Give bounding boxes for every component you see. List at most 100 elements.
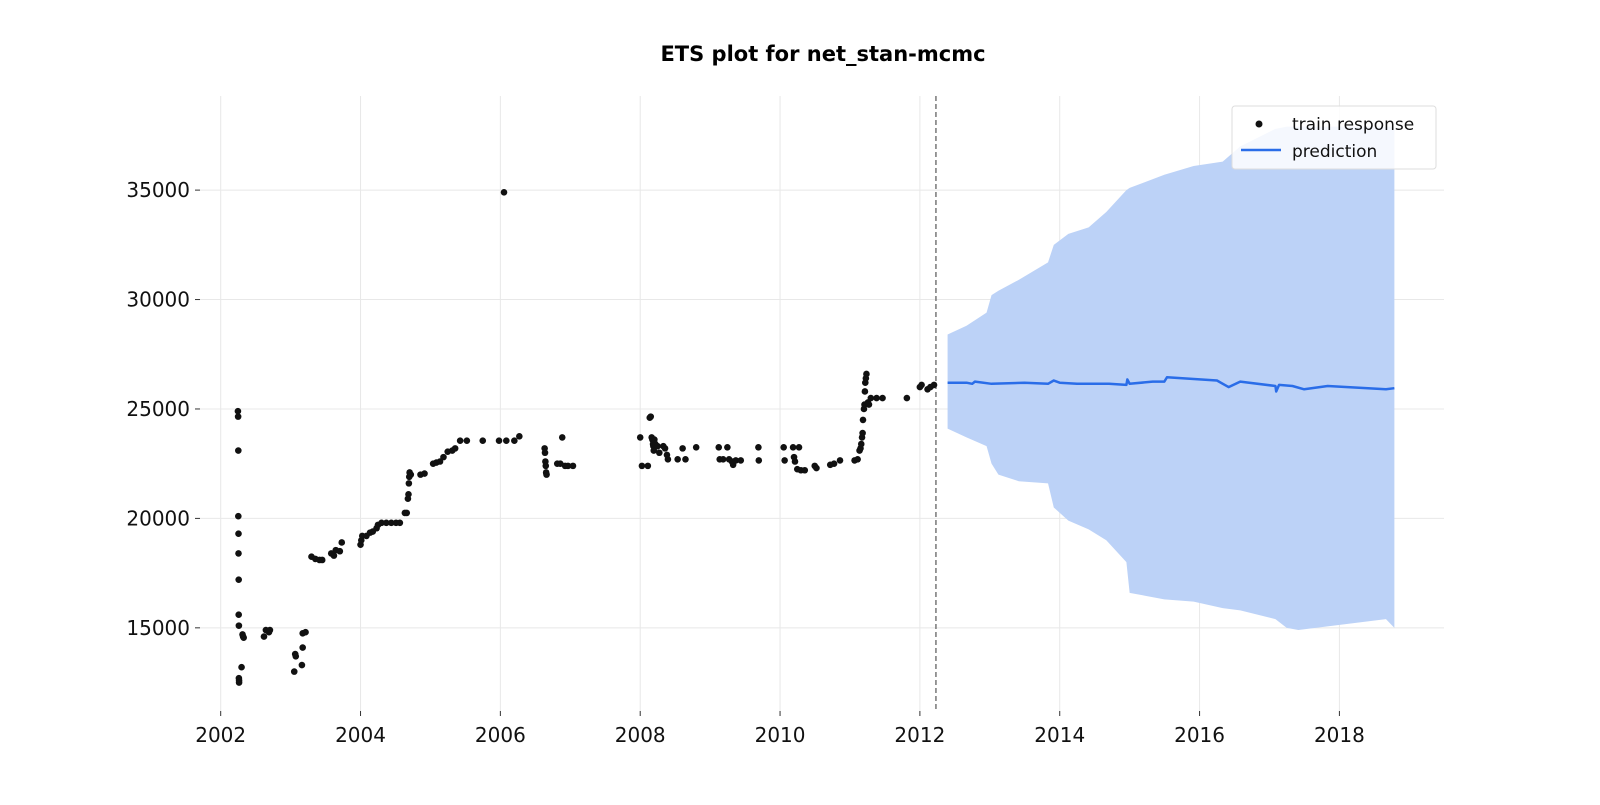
train-response-point — [903, 394, 911, 402]
y-tick-label: 30000 — [126, 288, 190, 312]
train-response-point — [879, 394, 886, 402]
train-response-point — [836, 457, 844, 464]
train-response-point — [732, 457, 740, 464]
train-response-point — [299, 644, 306, 651]
train-response-point — [542, 462, 550, 470]
train-response-point — [724, 443, 731, 451]
train-response-point — [656, 449, 663, 457]
prediction-line-group — [947, 375, 1395, 393]
train-response-point — [661, 445, 669, 452]
prediction-line — [947, 375, 1395, 393]
train-response-point — [755, 443, 762, 451]
x-tick-label: 2010 — [755, 723, 806, 747]
legend-train-marker — [1255, 120, 1263, 128]
train-response-point — [260, 633, 268, 640]
train-response-point — [780, 443, 787, 451]
train-response-point — [682, 456, 689, 463]
train-response-point — [387, 519, 395, 527]
train-response-point — [421, 470, 428, 477]
train-response-point — [647, 413, 655, 420]
train-response-point — [737, 457, 745, 464]
train-response-point — [867, 394, 875, 402]
train-response-point — [638, 462, 646, 470]
train-response-point — [396, 519, 404, 527]
train-response-point — [789, 443, 797, 451]
train-response-point — [755, 457, 763, 464]
x-tick-label: 2014 — [1034, 723, 1085, 747]
train-response-point — [781, 457, 788, 464]
train-response-point — [234, 413, 242, 420]
train-response-point — [830, 460, 838, 467]
train-response-point — [290, 668, 298, 675]
train-response-point — [569, 462, 577, 470]
y-tick-label: 20000 — [126, 506, 190, 530]
train-response-point — [463, 437, 471, 445]
train-response-point — [302, 628, 309, 636]
train-response-point — [240, 634, 247, 641]
train-response-point — [500, 188, 508, 196]
train-response-point — [456, 437, 464, 445]
train-response-point — [238, 663, 245, 671]
train-response-point — [235, 679, 243, 686]
train-response-point — [861, 388, 869, 395]
train-response-point — [235, 512, 242, 520]
x-tick-label: 2012 — [894, 723, 945, 747]
chart-title: ETS plot for net_stan-mcmc — [660, 42, 985, 66]
train-response-point — [873, 394, 880, 402]
train-response-point — [865, 401, 873, 408]
train-response-point — [234, 407, 242, 415]
train-response-point — [336, 547, 344, 555]
train-response-point — [338, 539, 346, 546]
train-response-point — [235, 611, 242, 619]
train-response-point — [378, 519, 385, 527]
train-response-point — [235, 530, 242, 538]
train-response-point — [854, 456, 861, 463]
train-response-point — [479, 437, 487, 445]
y-tick-label: 25000 — [126, 397, 190, 421]
train-response-point — [692, 443, 700, 451]
axes: 2002 2004 2006 2008 2010 2012 2014 2016 2018 1500… — [126, 178, 1364, 747]
train-response-point — [650, 447, 658, 454]
train-response-point — [674, 456, 681, 463]
train-response-point — [636, 434, 644, 441]
train-response-point — [791, 458, 799, 465]
x-tick-label: 2002 — [195, 723, 246, 747]
train-response-point — [407, 471, 415, 478]
train-response-point — [440, 453, 447, 461]
train-response-point — [495, 437, 503, 445]
x-tick-label: 2006 — [475, 723, 526, 747]
legend: train response prediction — [1231, 105, 1437, 170]
train-response-point — [801, 466, 809, 474]
y-tick-label: 35000 — [126, 178, 190, 202]
x-tick-label: 2008 — [615, 723, 666, 747]
train-response-point — [511, 437, 518, 445]
train-response-point — [859, 416, 867, 424]
train-response-point — [318, 556, 326, 564]
train-response-point — [516, 433, 523, 440]
train-response-point — [235, 447, 242, 454]
train-response-point — [679, 445, 686, 452]
legend-train-label: train response — [1292, 115, 1414, 135]
train-response-point — [813, 464, 820, 472]
train-response-point — [451, 445, 459, 452]
train-response-point — [795, 443, 803, 451]
train-response-point — [654, 442, 661, 450]
train-response-point — [298, 661, 306, 669]
train-response-point — [543, 471, 550, 478]
train-response-point — [235, 622, 243, 629]
x-tick-label: 2018 — [1314, 723, 1365, 747]
train-response-point — [235, 576, 242, 583]
train-response-point — [564, 462, 572, 470]
train-response-point — [383, 519, 390, 527]
train-response-point — [503, 437, 510, 445]
train-response-point — [403, 509, 411, 517]
y-tick-label: 15000 — [126, 616, 190, 640]
train-response-point — [930, 381, 938, 389]
train-response-point — [857, 440, 865, 448]
train-response-point — [405, 480, 413, 487]
legend-prediction-label: prediction — [1292, 142, 1377, 162]
x-tick-label: 2016 — [1174, 723, 1225, 747]
train-response-point — [859, 429, 866, 437]
train-response-point — [558, 434, 566, 441]
train-response-point — [664, 456, 672, 463]
